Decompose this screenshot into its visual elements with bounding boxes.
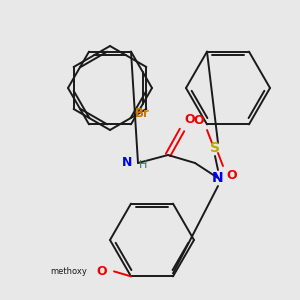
Text: N: N [212,171,224,185]
Text: methoxy: methoxy [50,267,87,276]
Text: O: O [226,169,237,182]
Text: O: O [96,265,107,278]
Text: S: S [210,141,220,155]
Text: N: N [122,157,132,169]
Text: O: O [184,113,195,126]
Text: H: H [139,160,147,170]
Text: Br: Br [135,107,150,120]
Text: O: O [194,114,204,127]
